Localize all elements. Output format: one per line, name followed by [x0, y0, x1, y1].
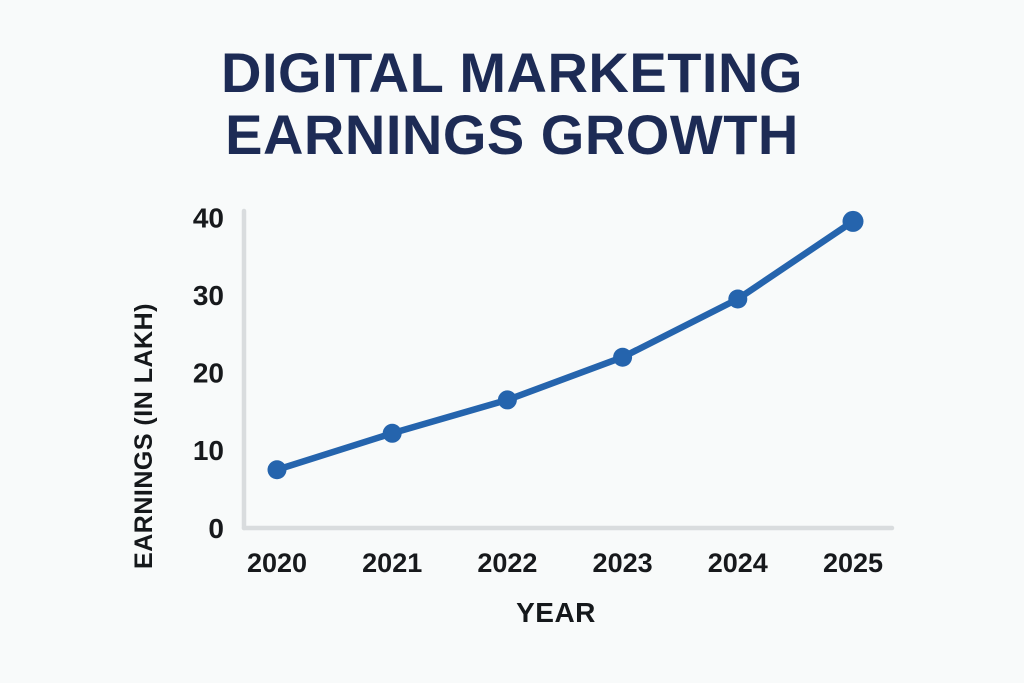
line-series-earnings [273, 218, 857, 474]
y-tick-label-40: 40 [193, 202, 224, 233]
chart-title-line-2: EARNINGS GROWTH [225, 102, 799, 166]
x-tick-label-2021: 2021 [362, 548, 422, 578]
chart-title: DIGITAL MARKETING EARNINGS GROWTH [0, 42, 1024, 165]
data-point-2023 [613, 347, 633, 367]
x-tick-label-2020: 2020 [247, 548, 307, 578]
y-axis-title: EARNINGS (IN LAKH) [130, 303, 158, 569]
y-tick-label-30: 30 [193, 280, 224, 311]
data-point-2021 [382, 423, 402, 443]
x-tick-label-2025: 2025 [823, 548, 883, 578]
data-point-2020 [267, 460, 287, 480]
y-tick-label-20: 20 [193, 358, 224, 389]
x-tick-label-2023: 2023 [593, 548, 653, 578]
y-tick-label-10: 10 [193, 435, 224, 466]
data-point-2024 [728, 289, 748, 309]
x-tick-label-2022: 2022 [477, 548, 537, 578]
x-axis-title: YEAR [516, 597, 596, 628]
y-tick-label-0: 0 [208, 513, 224, 544]
chart-title-line-1: DIGITAL MARKETING [221, 41, 803, 104]
data-point-2022 [497, 390, 517, 410]
data-point-2025 [842, 210, 864, 232]
x-tick-label-2024: 2024 [708, 548, 768, 578]
